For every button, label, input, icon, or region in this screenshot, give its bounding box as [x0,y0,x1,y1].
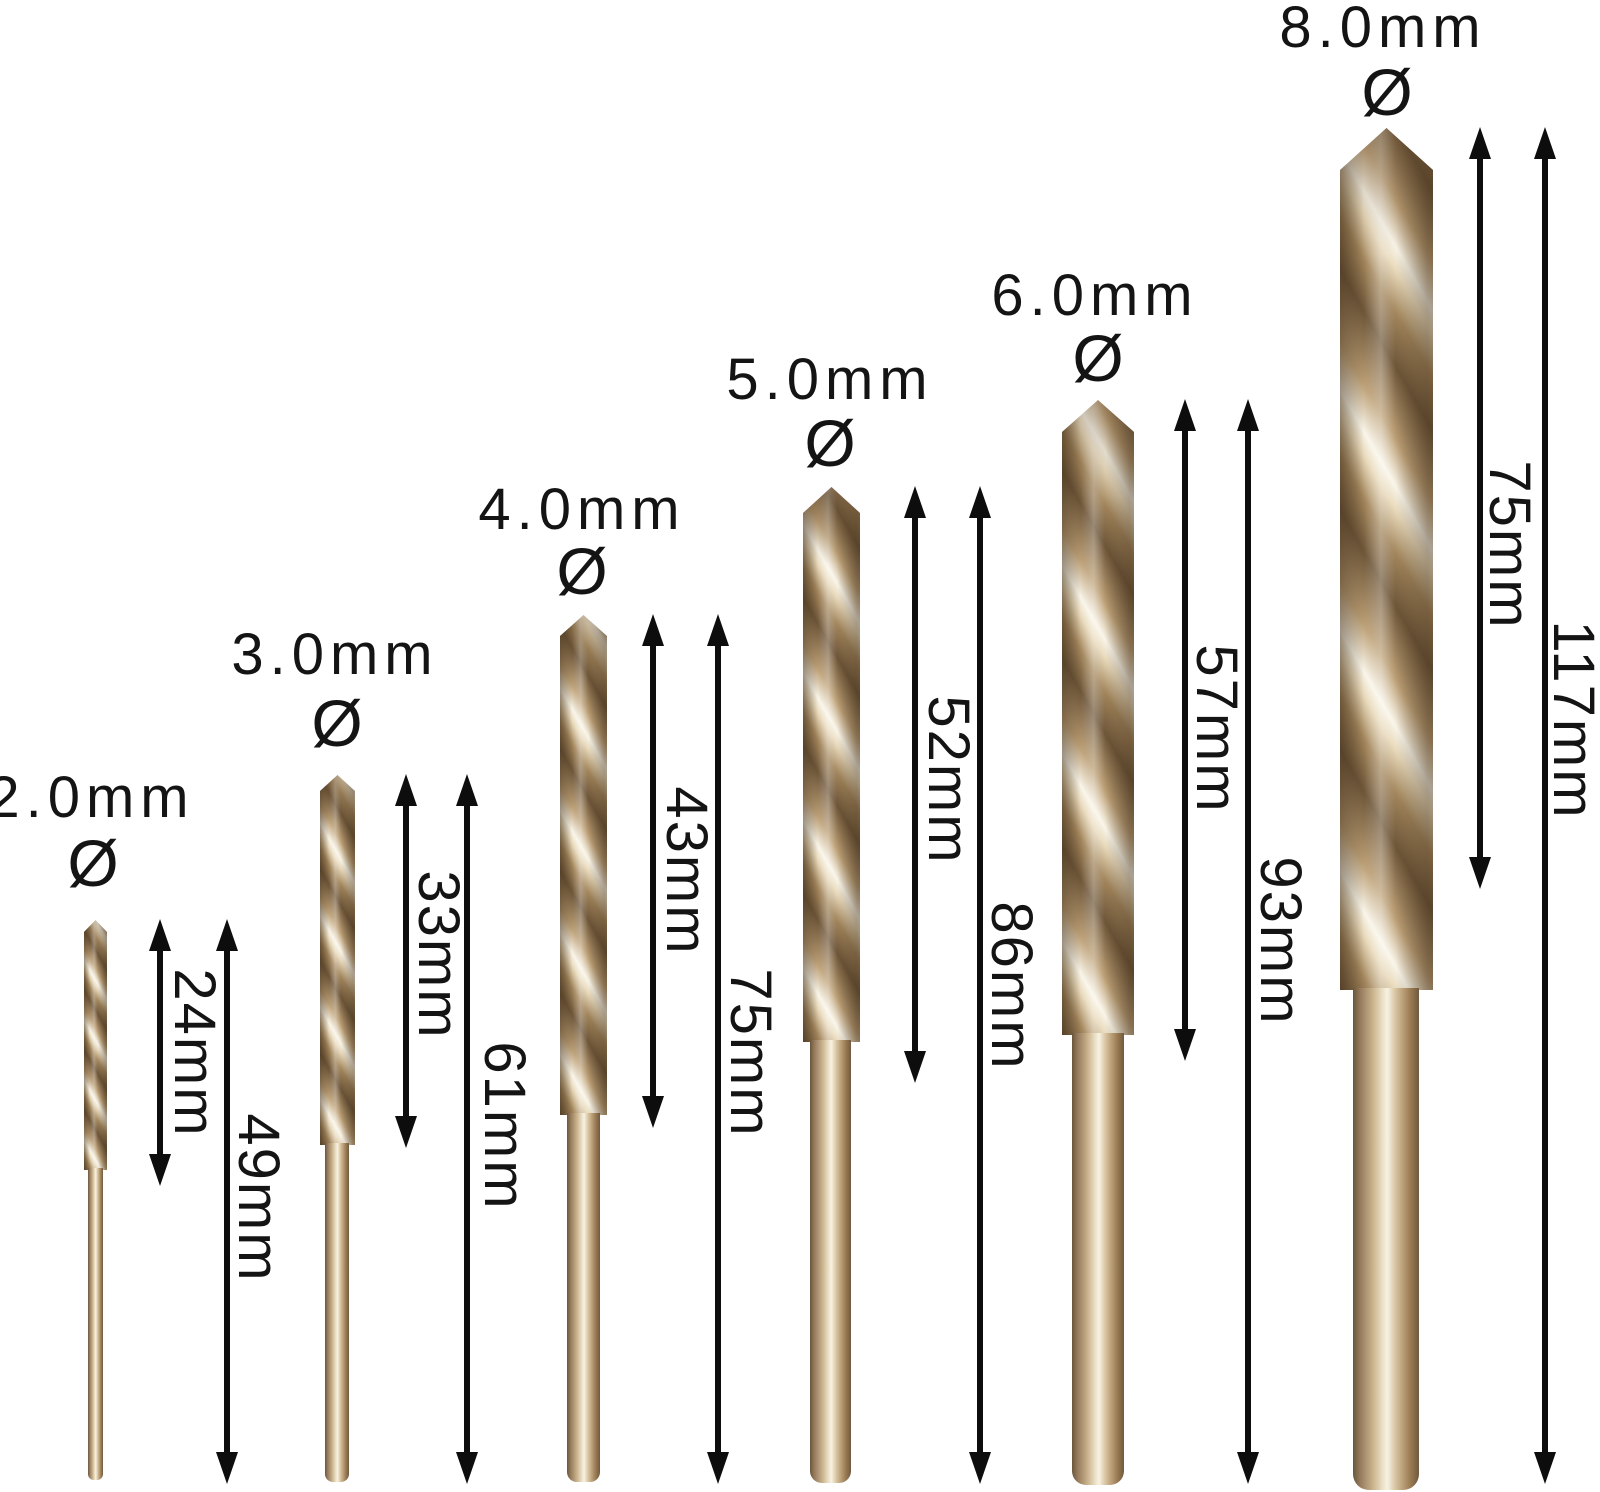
total-length-label: 86mm [979,901,1044,1071]
flute-length-label: 52mm [916,695,981,865]
diameter-symbol: Ø [1072,321,1124,395]
drill-bit-flute [320,775,355,1145]
bit-size-label: 8.0mm [1279,0,1487,60]
bit-size-label: 5.0mm [726,347,934,412]
drill-bit-shank [1353,988,1419,1490]
flute-length-arrow [157,950,163,1155]
bit-size-label: 4.0mm [478,477,686,542]
drill-bit-shank [325,1143,349,1482]
diameter-symbol: Ø [804,406,856,480]
total-length-arrow [464,805,470,1453]
diameter-symbol: Ø [556,534,608,608]
flute-length-label: 24mm [162,968,227,1138]
diameter-symbol: Ø [311,686,363,760]
total-length-label: 75mm [718,968,783,1138]
drill-bit-flute [560,615,607,1115]
total-length-arrow [715,645,721,1453]
flute-length-arrow [912,517,918,1052]
bit-size-label: 2.0mm [0,765,195,830]
drill-bit-flute [1062,400,1134,1035]
total-length-label: 49mm [226,1113,291,1283]
flute-length-arrow [1182,430,1188,1030]
drill-bit-flute [1340,128,1433,990]
flute-length-arrow [1477,158,1483,858]
total-length-arrow [1542,158,1548,1453]
flute-length-label: 75mm [1477,460,1542,630]
total-length-arrow [977,517,983,1453]
total-length-arrow [1245,430,1251,1453]
flute-length-arrow [650,645,656,1097]
total-length-label: 61mm [472,1041,537,1211]
drill-bit-shank [1072,1033,1124,1485]
bit-size-label: 3.0mm [231,622,439,687]
drill-bit-flute [84,920,107,1170]
flute-length-arrow [403,805,409,1117]
flute-length-label: 33mm [406,870,471,1040]
bit-size-label: 6.0mm [991,263,1199,328]
diameter-symbol: Ø [1361,55,1413,129]
total-length-label: 117mm [1541,620,1600,820]
drill-bit-shank [88,1168,103,1480]
drill-bit-shank [567,1113,600,1482]
total-length-label: 93mm [1248,856,1313,1026]
drill-bit-flute [803,487,860,1042]
drill-bit-shank [810,1040,851,1483]
total-length-arrow [224,950,230,1453]
flute-length-label: 57mm [1184,644,1249,814]
flute-length-label: 43mm [654,786,719,956]
diameter-symbol: Ø [67,826,119,900]
